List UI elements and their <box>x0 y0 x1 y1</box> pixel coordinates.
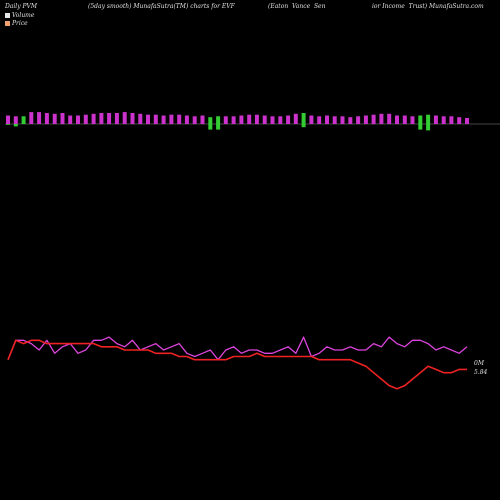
volume-bar-up <box>68 115 73 124</box>
series-line-red <box>7 339 467 390</box>
volume-bar-up <box>262 115 267 124</box>
volume-bar-up <box>293 113 298 124</box>
volume-bar-up <box>239 115 244 124</box>
volume-bar-up <box>83 114 88 125</box>
volume-bar-up <box>371 114 376 125</box>
volume-bar-up <box>44 113 49 125</box>
legend-volume: Volume <box>5 12 34 19</box>
volume-bar-up <box>395 115 399 124</box>
volume-bar-up <box>216 116 221 124</box>
volume-bar-up <box>130 113 135 125</box>
volume-bar-up <box>107 113 112 125</box>
volume-bar-up <box>325 115 329 124</box>
label-price-last: 5.84 <box>474 369 488 376</box>
volume-bar-up <box>270 116 275 124</box>
volume-bar-up <box>278 116 283 124</box>
volume-bar-up <box>52 113 57 124</box>
series-line-purple <box>7 336 468 361</box>
volume-bar-down <box>216 124 221 130</box>
volume-bar-down <box>426 124 431 131</box>
volume-bar-up <box>169 114 174 125</box>
volume-bar-up <box>200 115 205 124</box>
volume-bar-up <box>387 113 392 124</box>
volume-bar-up <box>153 114 158 125</box>
volume-bar-down <box>6 124 10 125</box>
volume-bar-up <box>29 112 34 124</box>
volume-bar-up <box>340 116 345 124</box>
volume-bar-up <box>146 114 150 125</box>
legend-price-label: Price <box>12 20 28 27</box>
volume-bar-up <box>418 115 423 124</box>
volume-bar-up <box>433 115 438 124</box>
volume-bar-up <box>465 118 469 124</box>
volume-bar-up <box>449 116 454 124</box>
volume-bar-up <box>184 115 189 124</box>
volume-bar-up <box>231 116 236 124</box>
volume-bar-up <box>6 115 10 124</box>
volume-bar-up <box>21 116 26 124</box>
volume-bar-up <box>91 113 96 124</box>
legend-volume-swatch <box>5 13 10 18</box>
volume-bar-up <box>379 113 384 124</box>
volume-bar-down <box>13 124 18 127</box>
volume-bar-up <box>247 114 252 125</box>
volume-bar-down <box>301 124 306 128</box>
volume-bar-up <box>99 113 104 125</box>
volume-bar-up <box>192 116 197 124</box>
price-lines <box>7 336 468 390</box>
volume-bar-up <box>223 116 228 124</box>
volume-bar-up <box>13 116 18 124</box>
chart-title-left: Daily PVM <box>5 3 38 10</box>
legend-price: Price <box>5 20 28 27</box>
volume-bar-up <box>177 114 182 125</box>
volume-bar-up <box>363 115 368 124</box>
volume-bar-up <box>441 116 446 124</box>
volume-bar-up <box>114 113 119 125</box>
volume-bar-up <box>286 115 291 124</box>
volume-bar-up <box>356 116 361 124</box>
volume-bar-down <box>208 124 213 130</box>
chart-title-company-b: ior Income Trust) MunafaSutra.com <box>372 3 484 10</box>
volume-bars <box>6 112 469 131</box>
volume-bar-up <box>402 115 407 124</box>
volume-bar-up <box>309 115 314 124</box>
volume-bar-up <box>426 114 431 125</box>
volume-bar-up <box>254 114 259 125</box>
volume-bar-up <box>60 113 65 125</box>
volume-bar-up <box>37 112 42 124</box>
volume-bar-up <box>208 117 213 124</box>
volume-bar-up <box>301 113 306 125</box>
volume-bar-up <box>138 113 143 124</box>
volume-bar-up <box>317 116 322 124</box>
volume-bar-up <box>332 116 337 124</box>
legend-price-swatch <box>5 21 10 26</box>
volume-bar-up <box>348 117 353 124</box>
volume-bar-up <box>457 117 462 124</box>
volume-bar-down <box>418 124 423 130</box>
label-volume-axis: 0M <box>474 360 485 367</box>
volume-bar-up <box>76 115 80 124</box>
volume-bar-up <box>161 115 166 124</box>
chart-title-main: (5day smooth) MunafaSutra(TM) charts for… <box>88 3 235 10</box>
chart-title-company-a: (Eaton Vance Sen <box>268 3 326 10</box>
volume-bar-up <box>122 112 127 124</box>
legend-volume-label: Volume <box>12 12 35 19</box>
volume-bar-up <box>410 116 415 124</box>
